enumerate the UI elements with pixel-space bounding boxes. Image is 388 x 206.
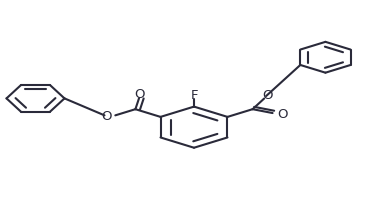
Text: O: O bbox=[134, 88, 144, 101]
Text: F: F bbox=[190, 89, 198, 102]
Text: O: O bbox=[277, 107, 288, 120]
Text: O: O bbox=[102, 109, 112, 122]
Text: O: O bbox=[262, 88, 272, 101]
